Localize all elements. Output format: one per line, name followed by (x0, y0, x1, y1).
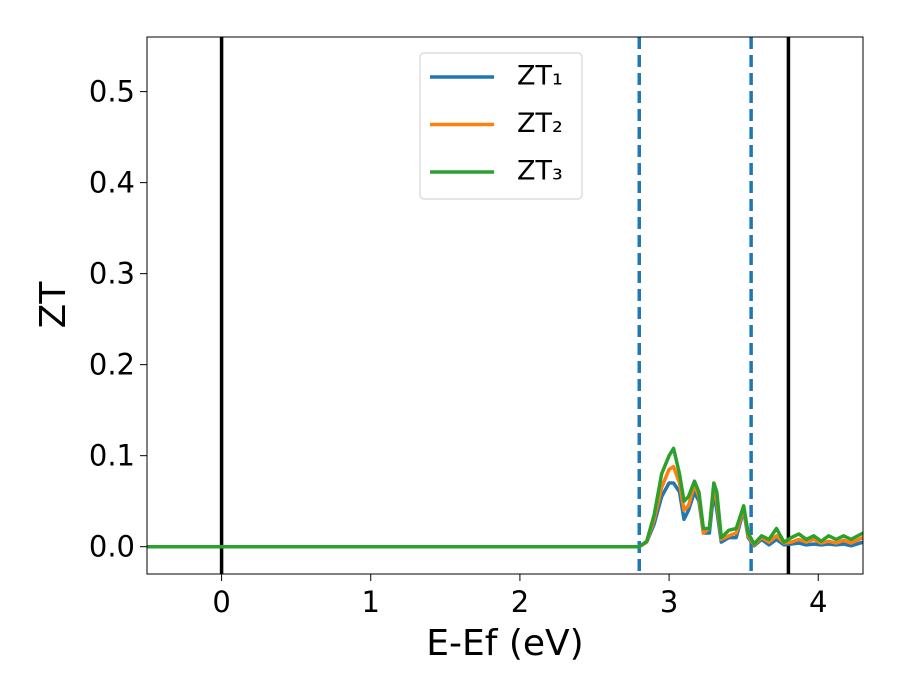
y-axis-label: ZT (33, 281, 74, 329)
series-line (147, 446, 863, 549)
x-axis-label: E-Ef (eV) (426, 623, 583, 664)
y-tick-label: 0.4 (89, 166, 135, 200)
y-tick-label: 0.5 (89, 75, 135, 109)
plot-area (147, 37, 863, 574)
plot-frame (146, 36, 864, 575)
y-tick-label: 0.2 (89, 348, 135, 382)
legend-label: ZT₃ (517, 156, 563, 187)
y-tick-label: 0.0 (89, 530, 135, 564)
series-line (147, 481, 863, 549)
x-tick-label: 0 (212, 585, 230, 619)
legend-label: ZT₂ (517, 108, 563, 139)
x-tick-label: 2 (511, 585, 529, 619)
x-tick-label: 1 (362, 585, 380, 619)
x-tick-label: 3 (660, 585, 678, 619)
series-line (147, 464, 863, 549)
y-tick-label: 0.3 (89, 257, 135, 291)
legend-label: ZT₁ (517, 61, 563, 92)
y-tick-label: 0.1 (89, 439, 135, 473)
legend-box (419, 52, 583, 200)
x-tick-label: 4 (809, 585, 827, 619)
